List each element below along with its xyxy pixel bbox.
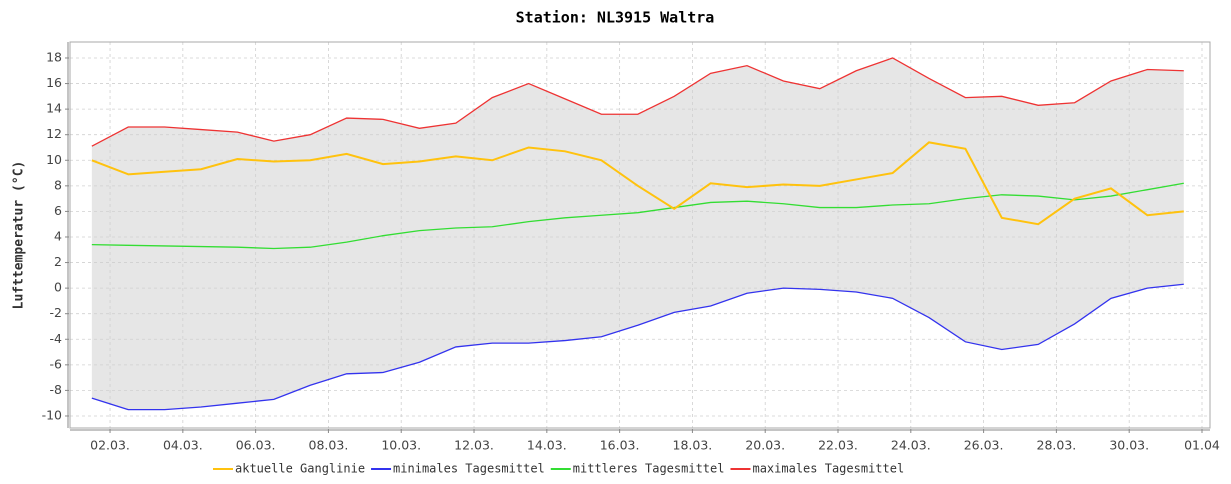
y-tick-label: -2 bbox=[50, 305, 62, 320]
x-tick-label: 20.03. bbox=[745, 438, 785, 453]
line-series bbox=[91, 182, 1184, 250]
x-tick-label: 14.03. bbox=[527, 438, 567, 453]
x-tick-label: 12.03. bbox=[454, 438, 494, 453]
y-tick-label: -4 bbox=[50, 331, 63, 346]
y-tick-label: 10 bbox=[46, 152, 62, 167]
chart-title: Station: NL3915 Waltra bbox=[516, 9, 715, 27]
x-tick-label: 06.03. bbox=[236, 438, 276, 453]
line-series bbox=[91, 141, 1184, 226]
x-tick-label: 18.03. bbox=[673, 438, 713, 453]
y-tick-label: 6 bbox=[54, 203, 62, 218]
line-series bbox=[91, 57, 1184, 147]
x-tick-label: 10.03. bbox=[381, 438, 421, 453]
legend-label: aktuelle Ganglinie bbox=[235, 462, 365, 476]
x-tick-label: 02.03. bbox=[90, 438, 130, 453]
y-tick-label: 16 bbox=[46, 75, 62, 90]
y-tick-label: 2 bbox=[54, 254, 62, 269]
x-tick-label: 08.03. bbox=[309, 438, 349, 453]
y-axis-label: Lufttemperatur (°C) bbox=[12, 161, 27, 310]
x-tick-label: 22.03. bbox=[818, 438, 858, 453]
legend-label: minimales Tagesmittel bbox=[393, 462, 545, 476]
x-tick-label: 26.03. bbox=[964, 438, 1004, 453]
plot-border bbox=[69, 41, 1211, 429]
x-tick-label: 28.03. bbox=[1037, 438, 1077, 453]
x-tick-label: 01.04 bbox=[1184, 438, 1220, 453]
y-tick-label: 14 bbox=[46, 101, 62, 116]
y-tick-label: 12 bbox=[46, 126, 62, 141]
line-series bbox=[91, 283, 1184, 411]
y-tick-label: -8 bbox=[50, 382, 63, 397]
x-tick-label: 24.03. bbox=[891, 438, 931, 453]
legend-label: maximales Tagesmittel bbox=[752, 462, 904, 476]
y-tick-label: 0 bbox=[54, 280, 62, 295]
y-tick-label: 8 bbox=[54, 177, 62, 192]
x-tick-label: 04.03. bbox=[163, 438, 203, 453]
x-tick-label: 16.03. bbox=[600, 438, 640, 453]
y-tick-label: -10 bbox=[42, 407, 62, 422]
x-tick-label: 30.03. bbox=[1109, 438, 1149, 453]
y-tick-label: -6 bbox=[50, 356, 63, 371]
y-tick-label: 18 bbox=[46, 49, 62, 64]
y-tick-label: 4 bbox=[54, 228, 62, 243]
legend-label: mittleres Tagesmittel bbox=[573, 462, 725, 476]
